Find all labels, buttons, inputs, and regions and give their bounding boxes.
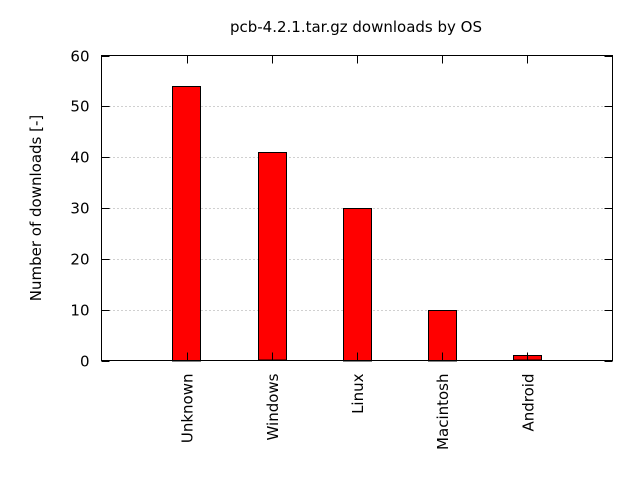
x-tick-label: Linux (349, 373, 367, 414)
bar-linux (343, 208, 372, 362)
y-tick-label: 40 (70, 149, 89, 167)
bar-windows (258, 152, 287, 361)
x-tick-label: Macintosh (434, 374, 452, 450)
y-tick-label: 0 (80, 353, 90, 371)
y-tick-label: 50 (70, 98, 89, 116)
y-tick-labels: 0 10 20 30 40 50 60 (70, 48, 89, 371)
x-tick-label: Android (519, 374, 537, 432)
bar-unknown (172, 86, 201, 362)
y-tick-label: 20 (70, 251, 89, 269)
y-tick-label: 30 (70, 200, 89, 218)
chart-title: pcb-4.2.1.tar.gz downloads by OS (230, 18, 482, 36)
x-tick-label: Unknown (179, 374, 197, 444)
y-axis-label: Number of downloads [-] (27, 115, 45, 301)
y-tick-label: 60 (70, 48, 89, 66)
x-tick-label: Windows (264, 373, 282, 440)
axis-ticks (101, 55, 613, 362)
x-tick-labels: Unknown Windows Linux Macintosh Android (179, 373, 538, 450)
bars (172, 86, 542, 362)
y-tick-label: 10 (70, 302, 89, 320)
